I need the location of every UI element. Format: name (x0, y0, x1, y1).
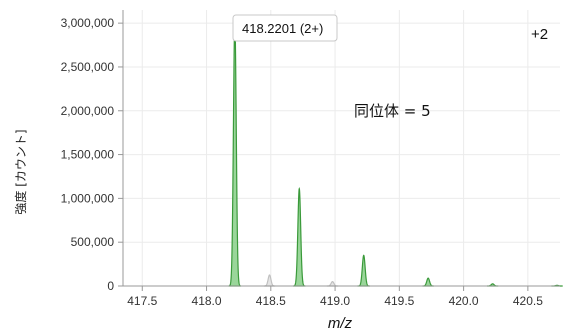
peak-callout-box (232, 14, 338, 42)
peak-1-0 (263, 274, 276, 287)
y-tick-label-4: 2,000,000 (61, 104, 115, 118)
grid-lines (123, 10, 560, 286)
peak-callout: 418.2201 (2+) (232, 14, 338, 42)
y-tick-label-5: 2,500,000 (61, 60, 115, 74)
y-tick-label-3: 1,500,000 (61, 148, 115, 162)
peak-0-2 (357, 254, 370, 287)
x-tick-label-0: 417.5 (127, 294, 157, 308)
y-tick-label-6: 3,000,000 (61, 16, 115, 30)
y-tick-label-0: 0 (107, 279, 114, 293)
isotope-count-label: 同位体 = 5 (354, 102, 431, 120)
x-tick-label-4: 419.5 (384, 294, 414, 308)
y-axis-ticks: 0 500,000 1,000,000 1,500,000 2,000,000 2,500… (61, 16, 123, 293)
axes (122, 10, 560, 287)
x-tick-label-5: 420.0 (449, 294, 479, 308)
peak-0-3 (422, 277, 434, 287)
x-tick-label-3: 419.0 (320, 294, 350, 308)
peak-1-1 (326, 281, 339, 287)
x-tick-label-2: 418.5 (256, 294, 286, 308)
x-tick-label-6: 420.5 (513, 294, 543, 308)
peak-0-1 (293, 187, 306, 287)
y-tick-label-2: 1,000,000 (61, 191, 115, 205)
charge-state-label: +2 (531, 26, 548, 43)
x-axis-label: m/z (328, 315, 353, 332)
peak-callout-label: 418.2201 (2+) (242, 21, 323, 36)
y-tick-label-1: 500,000 (71, 235, 115, 249)
y-axis-label: 強度 [カウント] (13, 129, 28, 214)
x-axis-ticks: 417.5 418.0 418.5 419.0 419.5 420.0 420.5 (127, 286, 543, 308)
x-tick-label-1: 418.0 (192, 294, 222, 308)
